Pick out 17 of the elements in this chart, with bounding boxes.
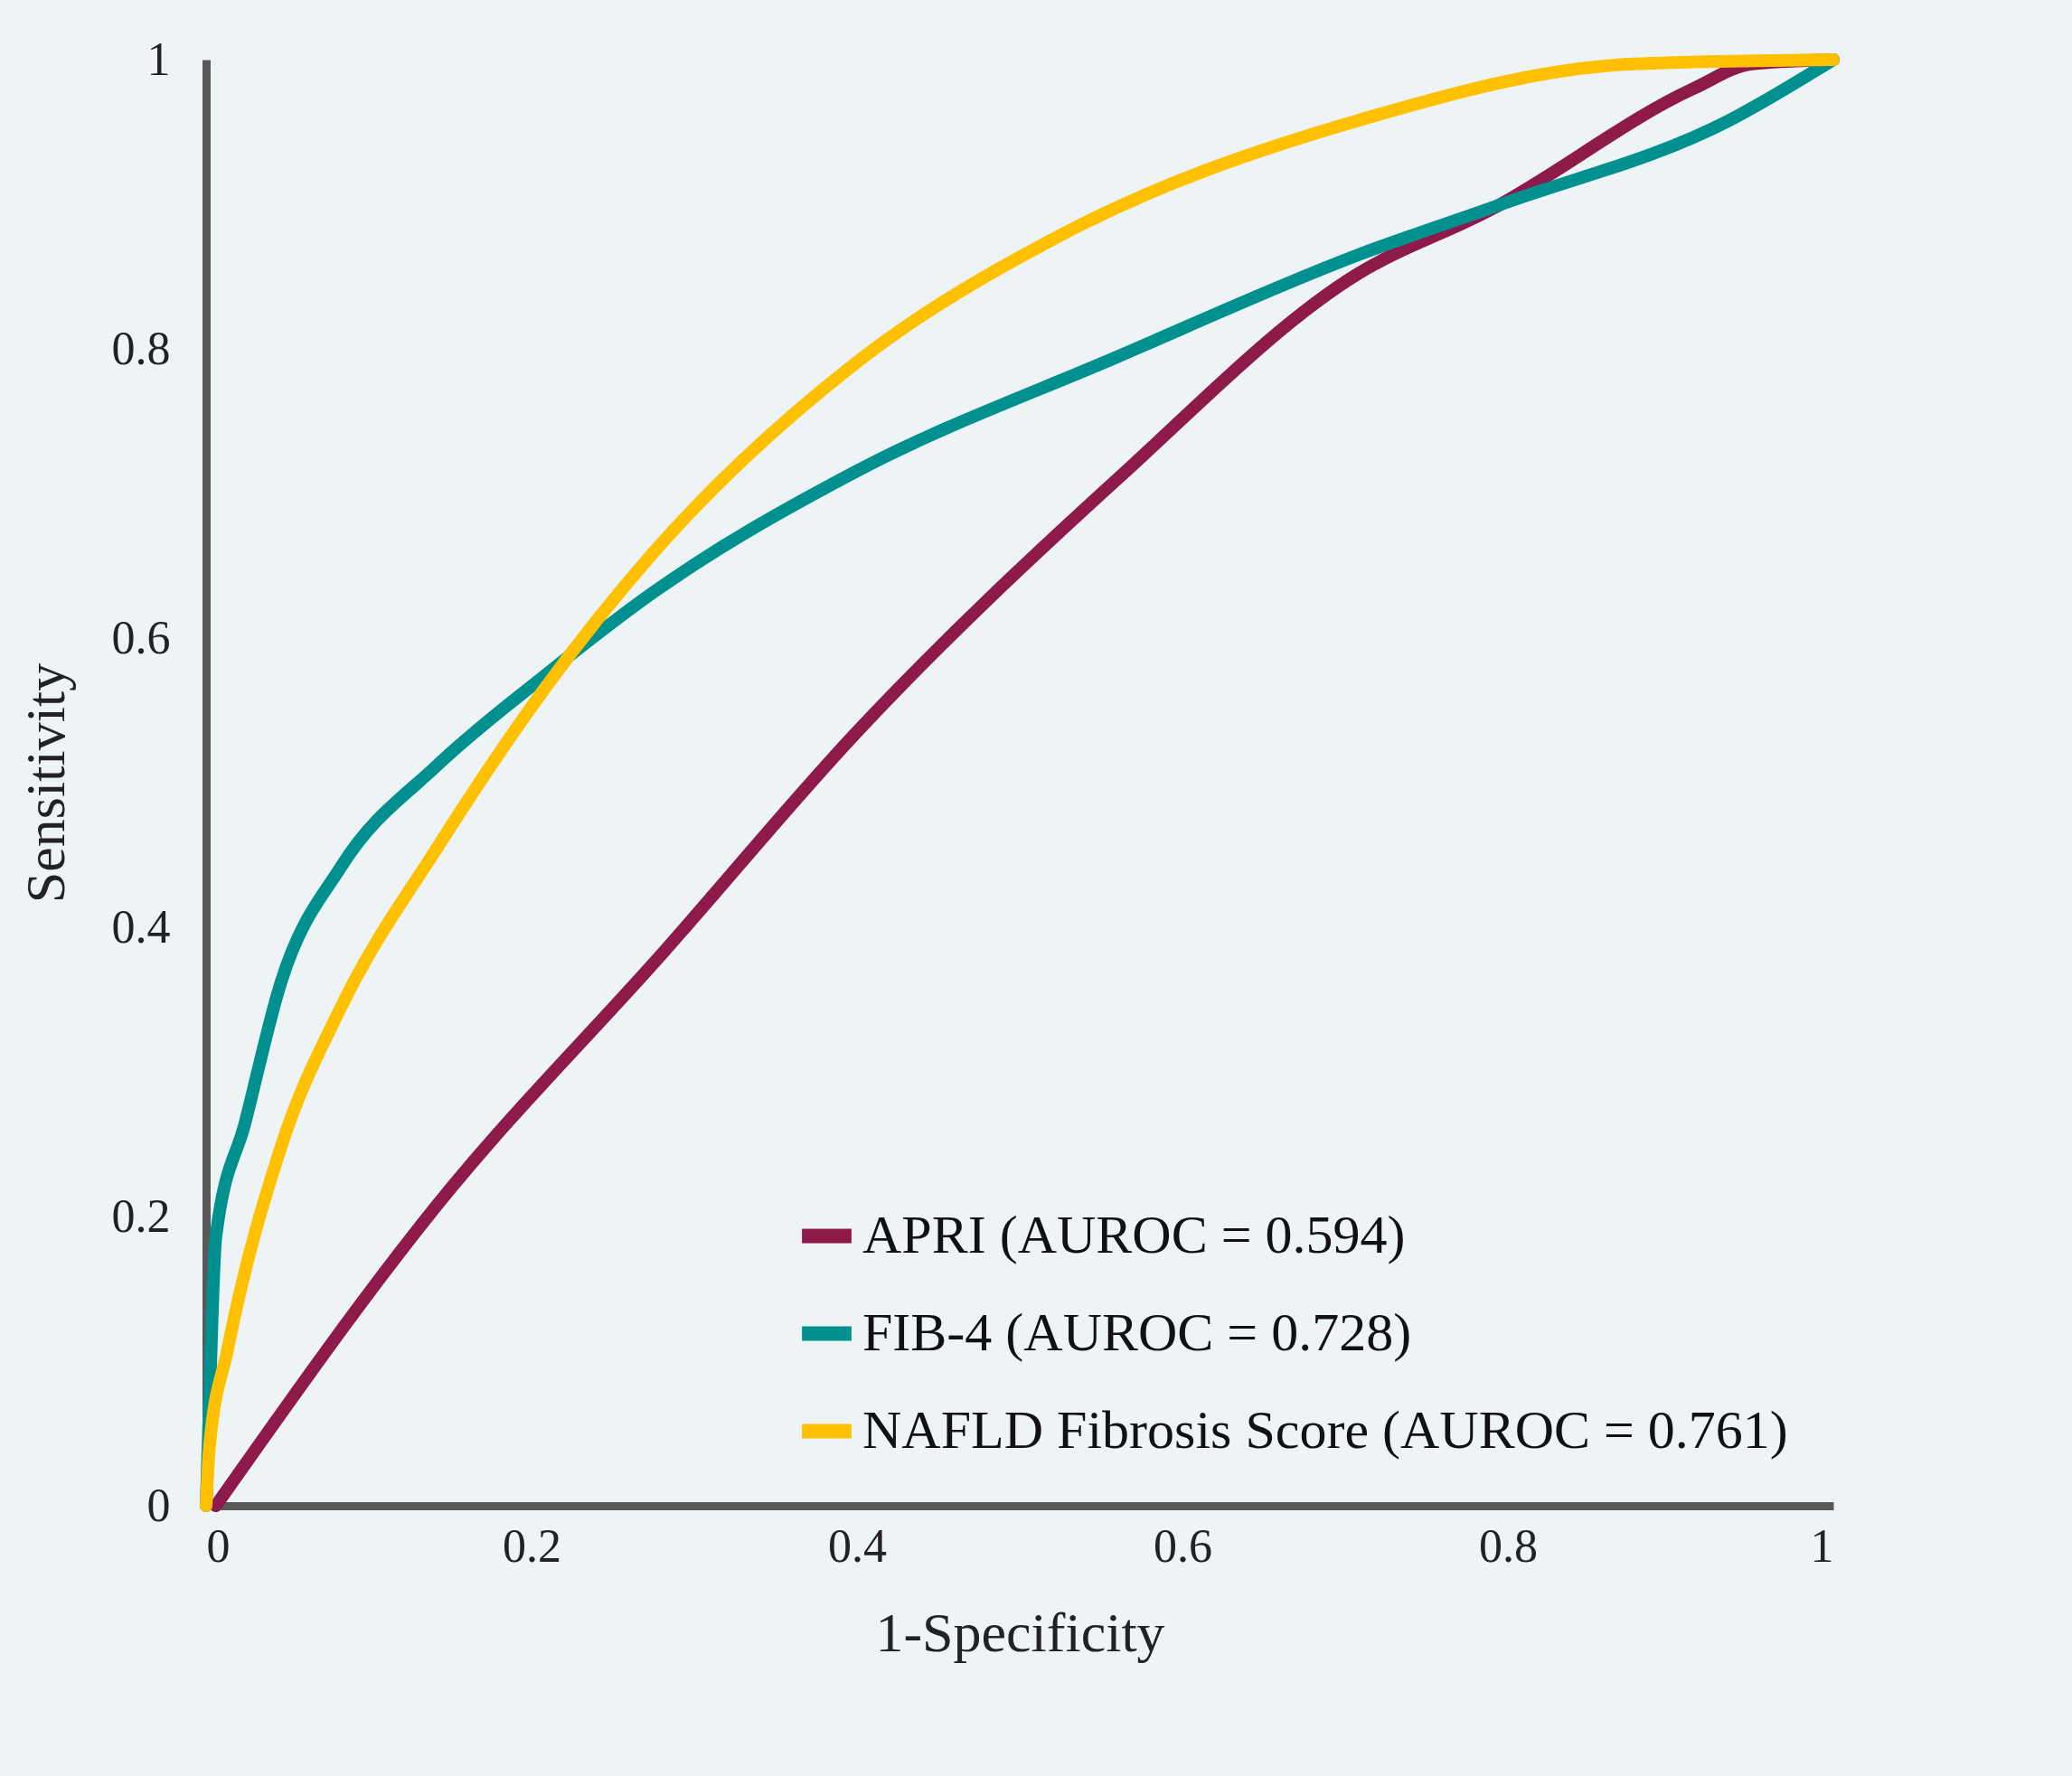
y-tick-label: 1 xyxy=(146,33,171,85)
legend-label: APRI (AUROC = 0.594) xyxy=(862,1204,1406,1264)
x-tick-label: 1 xyxy=(1810,1519,1834,1572)
y-tick-label: 0 xyxy=(146,1479,171,1531)
y-tick-label: 0.4 xyxy=(111,900,171,953)
x-tick-label: 0 xyxy=(206,1519,231,1572)
y-axis-title: Sensitivity xyxy=(14,662,76,904)
x-tick-label: 0.2 xyxy=(503,1519,561,1572)
x-tick-label: 0.6 xyxy=(1154,1519,1212,1572)
y-tick-label: 0.8 xyxy=(111,322,171,374)
x-tick-label: 0.4 xyxy=(828,1519,887,1572)
legend-label: FIB-4 (AUROC = 0.728) xyxy=(862,1301,1412,1362)
y-tick-label: 0.2 xyxy=(111,1189,171,1242)
x-axis-title: 1-Specificity xyxy=(875,1601,1165,1663)
y-tick-label: 0.6 xyxy=(111,611,171,663)
x-tick-label: 0.8 xyxy=(1479,1519,1538,1572)
legend-label: NAFLD Fibrosis Score (AUROC = 0.761) xyxy=(862,1399,1788,1460)
